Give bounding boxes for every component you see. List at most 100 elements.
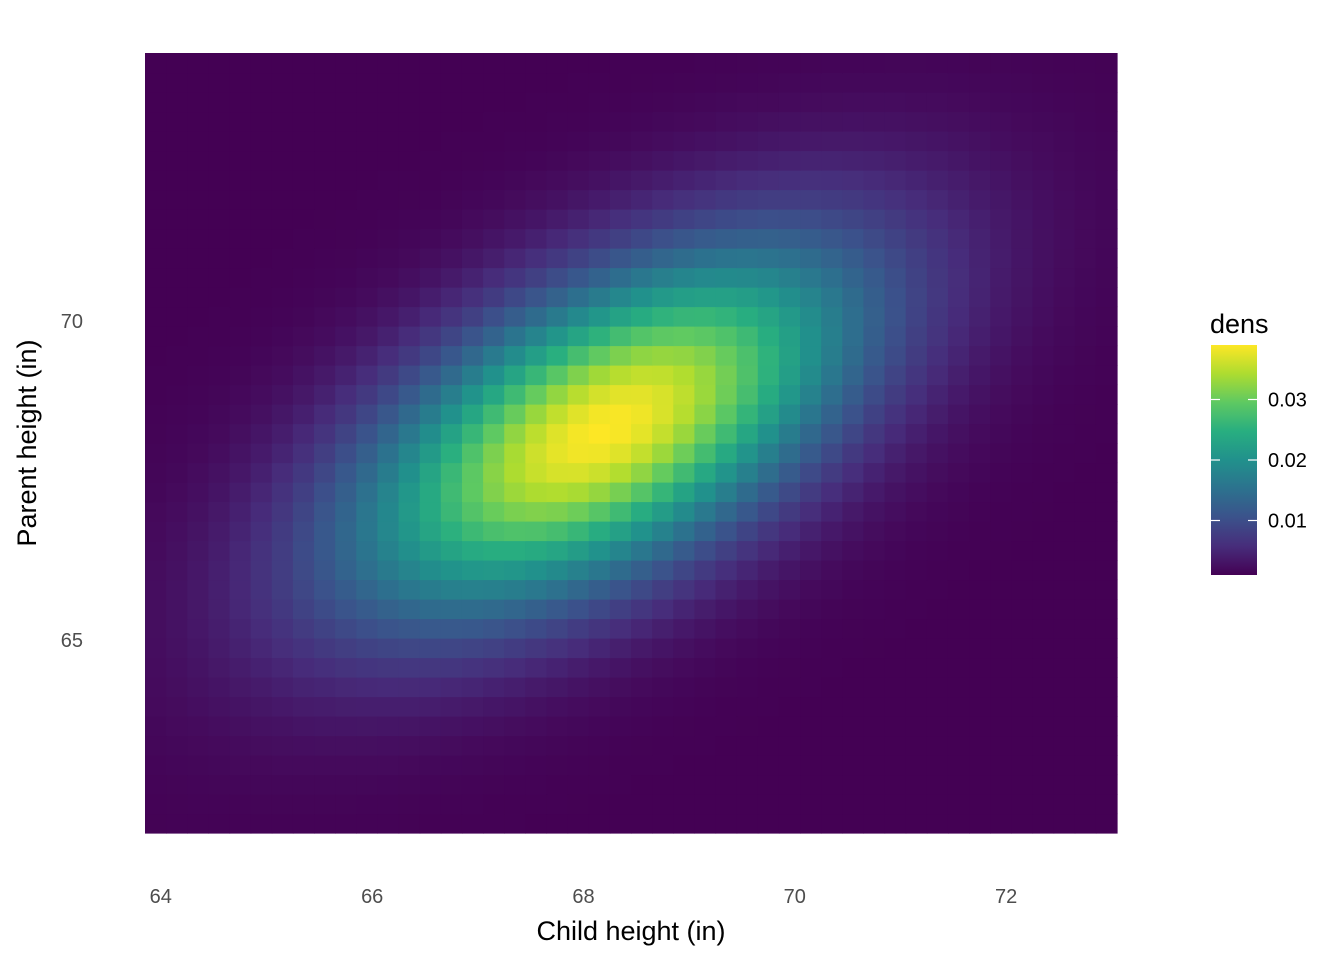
heatmap-tile bbox=[905, 423, 928, 444]
heatmap-tile bbox=[1053, 599, 1076, 620]
heatmap-tile bbox=[969, 189, 991, 210]
heatmap-tile bbox=[567, 111, 590, 132]
heatmap-tile bbox=[926, 735, 949, 756]
heatmap-tile bbox=[800, 579, 822, 600]
heatmap-tile bbox=[229, 638, 252, 659]
heatmap-tile bbox=[652, 794, 674, 815]
heatmap-tile bbox=[166, 306, 188, 327]
heatmap-tile bbox=[546, 306, 569, 327]
heatmap-tile bbox=[694, 560, 717, 581]
heatmap-tile bbox=[652, 72, 674, 93]
heatmap-tile bbox=[926, 228, 949, 249]
heatmap-tile bbox=[271, 755, 294, 776]
heatmap-tile bbox=[1053, 423, 1076, 444]
heatmap-tile bbox=[440, 657, 463, 678]
heatmap-tile bbox=[757, 501, 780, 522]
heatmap-tile bbox=[969, 755, 991, 776]
heatmap-tile bbox=[356, 599, 379, 620]
heatmap-tile bbox=[271, 170, 294, 191]
heatmap-tile bbox=[947, 131, 970, 152]
heatmap-tile bbox=[1095, 638, 1118, 659]
heatmap-tile bbox=[335, 267, 357, 288]
heatmap-tile bbox=[419, 696, 442, 717]
heatmap-tile bbox=[229, 696, 252, 717]
heatmap-tile bbox=[292, 92, 315, 113]
heatmap-tile bbox=[525, 540, 548, 561]
heatmap-tile bbox=[419, 111, 442, 132]
heatmap-tile bbox=[1053, 540, 1076, 561]
heatmap-tile bbox=[292, 501, 315, 522]
heatmap-tile bbox=[356, 755, 379, 776]
heatmap-tile bbox=[398, 638, 421, 659]
heatmap-tile bbox=[567, 248, 590, 269]
heatmap-tile bbox=[525, 267, 548, 288]
heatmap-tile bbox=[652, 618, 674, 639]
heatmap-tile bbox=[947, 228, 970, 249]
heatmap-tile bbox=[609, 384, 632, 405]
heatmap-tile bbox=[631, 794, 653, 815]
heatmap-tile bbox=[969, 794, 991, 815]
heatmap-tile bbox=[778, 657, 801, 678]
heatmap-tile bbox=[567, 287, 590, 308]
heatmap-tile bbox=[800, 111, 822, 132]
heatmap-tile bbox=[884, 443, 907, 464]
heatmap-tile bbox=[208, 599, 231, 620]
heatmap-tile bbox=[419, 755, 442, 776]
heatmap-tile bbox=[208, 326, 231, 347]
heatmap-tile bbox=[483, 443, 505, 464]
heatmap-tile bbox=[504, 209, 526, 230]
heatmap-tile bbox=[884, 501, 907, 522]
heatmap-tile bbox=[208, 365, 231, 386]
heatmap-tile bbox=[166, 540, 188, 561]
heatmap-tile bbox=[863, 267, 886, 288]
heatmap-tile bbox=[757, 540, 780, 561]
heatmap-tile bbox=[292, 72, 315, 93]
heatmap-tile bbox=[483, 248, 505, 269]
heatmap-tile bbox=[694, 306, 717, 327]
heatmap-tile bbox=[778, 599, 801, 620]
heatmap-tile bbox=[250, 228, 273, 249]
heatmap-tile bbox=[271, 677, 294, 698]
heatmap-tile bbox=[969, 306, 991, 327]
heatmap-tile bbox=[1053, 560, 1076, 581]
heatmap-tile bbox=[1095, 209, 1118, 230]
heatmap-tile bbox=[694, 345, 717, 366]
heatmap-tile bbox=[377, 404, 400, 425]
heatmap-tile bbox=[821, 131, 843, 152]
heatmap-tile bbox=[969, 560, 991, 581]
heatmap-tile bbox=[525, 813, 548, 834]
heatmap-tile bbox=[504, 657, 526, 678]
heatmap-tile bbox=[567, 365, 590, 386]
legend-tick-label: 0.03 bbox=[1268, 390, 1307, 412]
heatmap-tile bbox=[546, 735, 569, 756]
heatmap-tile bbox=[419, 287, 442, 308]
heatmap-tile bbox=[419, 677, 442, 698]
heatmap-tile bbox=[757, 365, 780, 386]
heatmap-tile bbox=[715, 462, 738, 483]
heatmap-tile bbox=[1032, 189, 1055, 210]
heatmap-tile bbox=[652, 755, 674, 776]
heatmap-tile bbox=[884, 345, 907, 366]
heatmap-tile bbox=[546, 170, 569, 191]
heatmap-tile bbox=[525, 404, 548, 425]
heatmap-tile bbox=[419, 365, 442, 386]
heatmap-tile bbox=[990, 716, 1012, 737]
heatmap-tile bbox=[715, 150, 738, 171]
heatmap-tile bbox=[440, 560, 463, 581]
heatmap-tile bbox=[356, 53, 379, 74]
heatmap-tile bbox=[652, 501, 674, 522]
heatmap-tile bbox=[145, 131, 167, 152]
heatmap-tile bbox=[166, 131, 188, 152]
heatmap-tile bbox=[800, 423, 822, 444]
heatmap-tile bbox=[483, 579, 505, 600]
heatmap-tile bbox=[715, 92, 738, 113]
heatmap-tile bbox=[377, 209, 400, 230]
heatmap-tile bbox=[800, 365, 822, 386]
heatmap-tile bbox=[863, 638, 886, 659]
heatmap-tile bbox=[736, 540, 759, 561]
heatmap-tile bbox=[208, 716, 231, 737]
heatmap-tile bbox=[1095, 560, 1118, 581]
heatmap-tile bbox=[757, 696, 780, 717]
heatmap-tile bbox=[1011, 53, 1034, 74]
